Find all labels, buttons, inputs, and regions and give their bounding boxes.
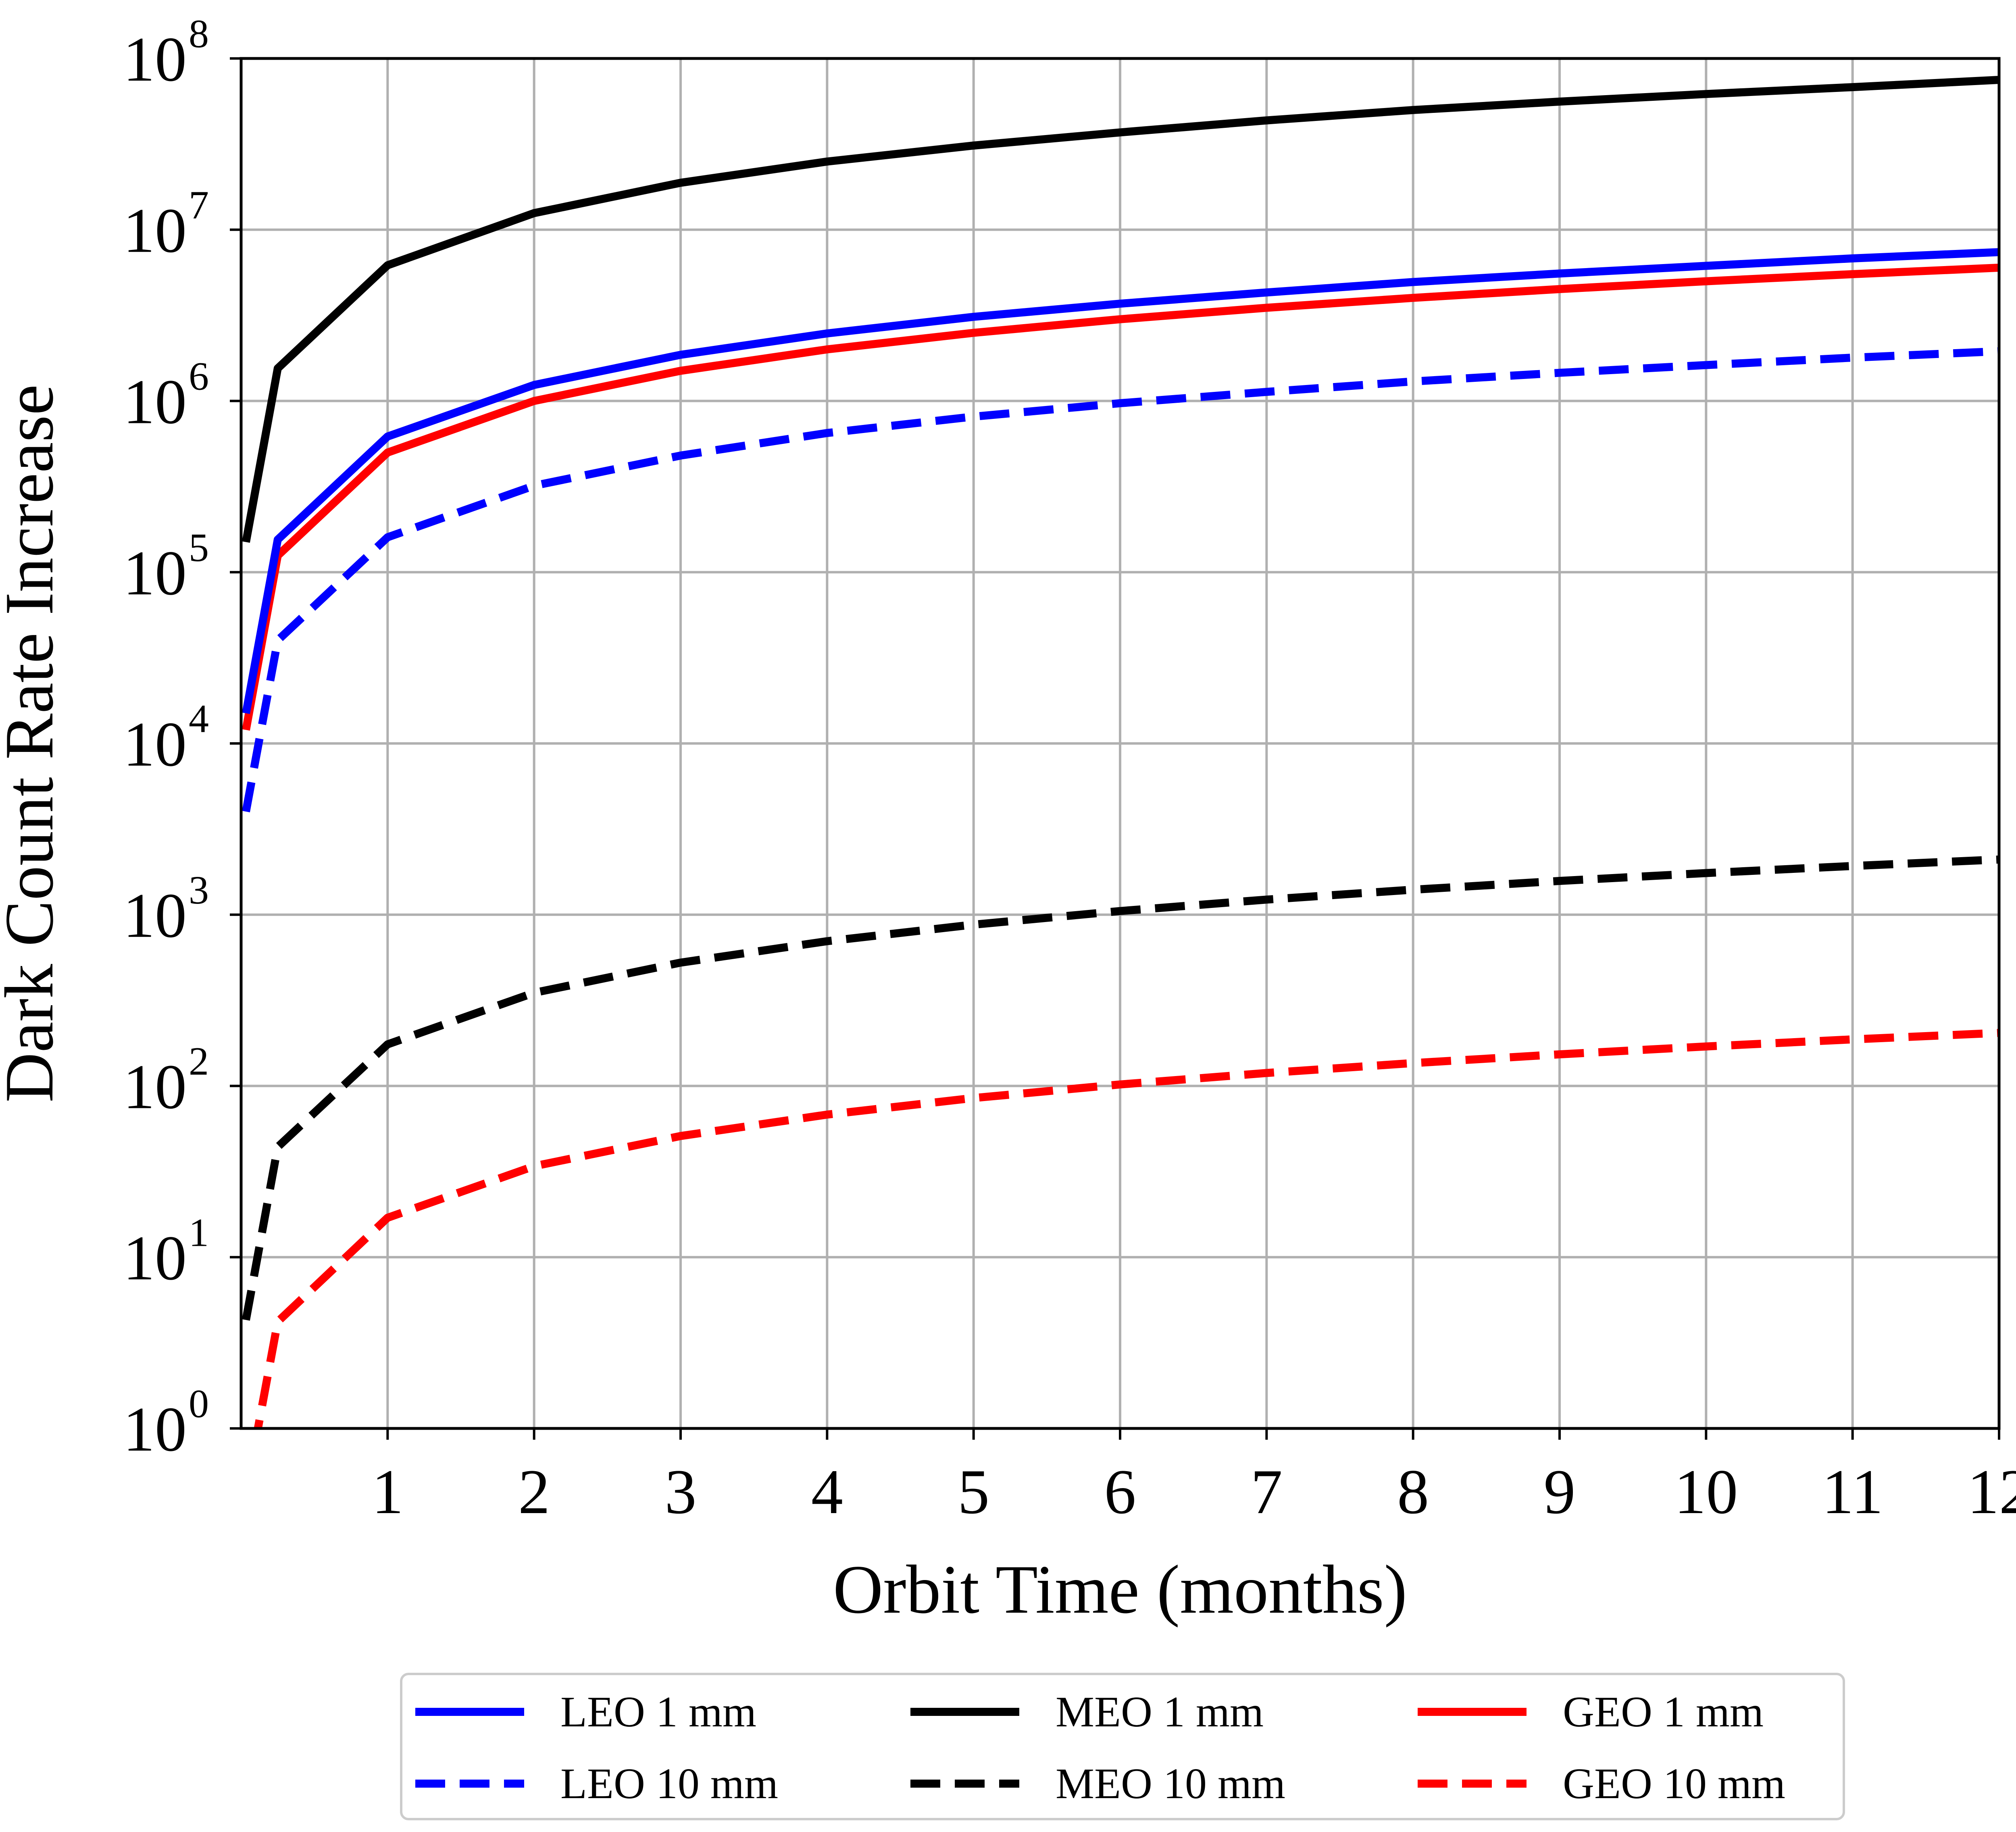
y-tick-label-exponent: 3 xyxy=(189,868,209,912)
x-axis-ticks: 1 2 3 4 5 6 7 8 9 10 11 12 xyxy=(372,1428,2016,1527)
series-line-geo-1-mm xyxy=(242,264,1999,731)
y-tick-label-exponent: 8 xyxy=(189,11,209,56)
series-line-leo-10-mm xyxy=(242,347,1999,812)
series-lines xyxy=(242,76,1999,1428)
series-line-meo-10-mm xyxy=(242,855,1999,1321)
x-tick-label: 11 xyxy=(1822,1457,1883,1527)
y-tick-label-exponent: 6 xyxy=(189,354,209,399)
y-tick-label-base: 10 xyxy=(123,24,187,95)
legend-label: LEO 1 mm xyxy=(560,1688,756,1736)
x-tick-label: 2 xyxy=(518,1457,550,1527)
y-tick-label-exponent: 0 xyxy=(189,1381,209,1426)
y-axis-label: Dark Count Rate Increase xyxy=(0,384,68,1102)
legend-label: LEO 10 mm xyxy=(560,1760,778,1808)
y-tick-label-exponent: 5 xyxy=(189,525,209,570)
x-axis-label: Orbit Time (months) xyxy=(833,1551,1407,1628)
y-tick-label-base: 10 xyxy=(123,709,187,780)
legend-label: MEO 10 mm xyxy=(1056,1760,1285,1808)
series-line-meo-1-mm xyxy=(242,76,1999,543)
legend: LEO 1 mm LEO 10 mm MEO 1 mm MEO 10 mm GEO 1 … xyxy=(400,1673,1845,1820)
y-tick-label-base: 10 xyxy=(123,1223,187,1293)
x-tick-label: 9 xyxy=(1544,1457,1576,1527)
series-line-leo-1-mm xyxy=(242,248,1999,714)
x-tick-label: 12 xyxy=(1967,1457,2016,1527)
legend-label: MEO 1 mm xyxy=(1056,1688,1264,1736)
x-tick-label: 4 xyxy=(811,1457,843,1527)
x-tick-label: 10 xyxy=(1674,1457,1738,1527)
x-tick-label: 6 xyxy=(1104,1457,1136,1527)
y-tick-label-base: 10 xyxy=(123,1394,187,1465)
y-tick-label-exponent: 4 xyxy=(189,696,209,741)
legend-label: GEO 1 mm xyxy=(1563,1688,1764,1736)
series-line-geo-10-mm xyxy=(254,1029,1999,1428)
x-tick-label: 7 xyxy=(1251,1457,1283,1527)
x-tick-label: 5 xyxy=(958,1457,989,1527)
y-tick-label-exponent: 7 xyxy=(189,183,209,227)
y-tick-label-base: 10 xyxy=(123,367,187,437)
y-tick-label-exponent: 1 xyxy=(189,1210,209,1255)
legend-label: GEO 10 mm xyxy=(1563,1760,1785,1808)
x-tick-label: 1 xyxy=(372,1457,404,1527)
y-tick-label-exponent: 2 xyxy=(189,1039,209,1084)
x-tick-label: 3 xyxy=(665,1457,697,1527)
y-tick-label-base: 10 xyxy=(123,196,187,266)
y-tick-label-base: 10 xyxy=(123,1052,187,1122)
x-tick-label: 8 xyxy=(1397,1457,1429,1527)
y-tick-label-base: 10 xyxy=(123,538,187,608)
y-tick-label-base: 10 xyxy=(123,881,187,951)
